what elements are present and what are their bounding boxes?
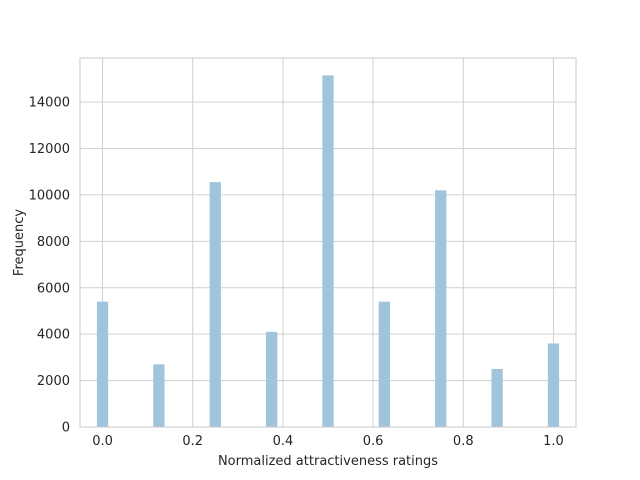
- x-tick-label: 0.8: [453, 434, 474, 449]
- y-tick-label: 6000: [37, 281, 70, 296]
- bars: [96, 75, 560, 427]
- plot-frame: [79, 57, 577, 428]
- histogram-bar: [547, 343, 560, 427]
- y-tick-labels: 0 2000 4000 6000 8000 10000 12000 14000: [29, 96, 70, 436]
- y-tick-label: 4000: [37, 328, 70, 343]
- histogram-bar: [378, 301, 390, 427]
- x-tick-label: 0.0: [92, 434, 113, 449]
- x-tick-label: 1.0: [543, 434, 564, 449]
- histogram-bar: [96, 301, 109, 427]
- histogram-bar: [153, 364, 165, 427]
- y-tick-label: 8000: [37, 235, 70, 250]
- x-tick-label: 0.4: [273, 434, 294, 449]
- x-tick-label: 0.2: [182, 434, 203, 449]
- histogram-bar: [209, 182, 221, 427]
- x-tick-labels: 0.0 0.2 0.4 0.6 0.8 1.0: [92, 434, 564, 449]
- y-tick-label: 0: [62, 421, 70, 436]
- histogram-bar: [435, 190, 447, 427]
- y-tick-label: 14000: [29, 96, 70, 111]
- y-tick-label: 10000: [29, 188, 70, 203]
- histogram-bar: [266, 331, 278, 427]
- y-tick-label: 2000: [37, 374, 70, 389]
- x-tick-label: 0.6: [363, 434, 384, 449]
- y-axis-label: Frequency: [12, 209, 27, 276]
- y-tick-label: 12000: [29, 142, 70, 157]
- histogram-bar: [322, 75, 334, 427]
- x-axis-label: Normalized attractiveness ratings: [218, 454, 438, 469]
- histogram-bar: [491, 368, 503, 427]
